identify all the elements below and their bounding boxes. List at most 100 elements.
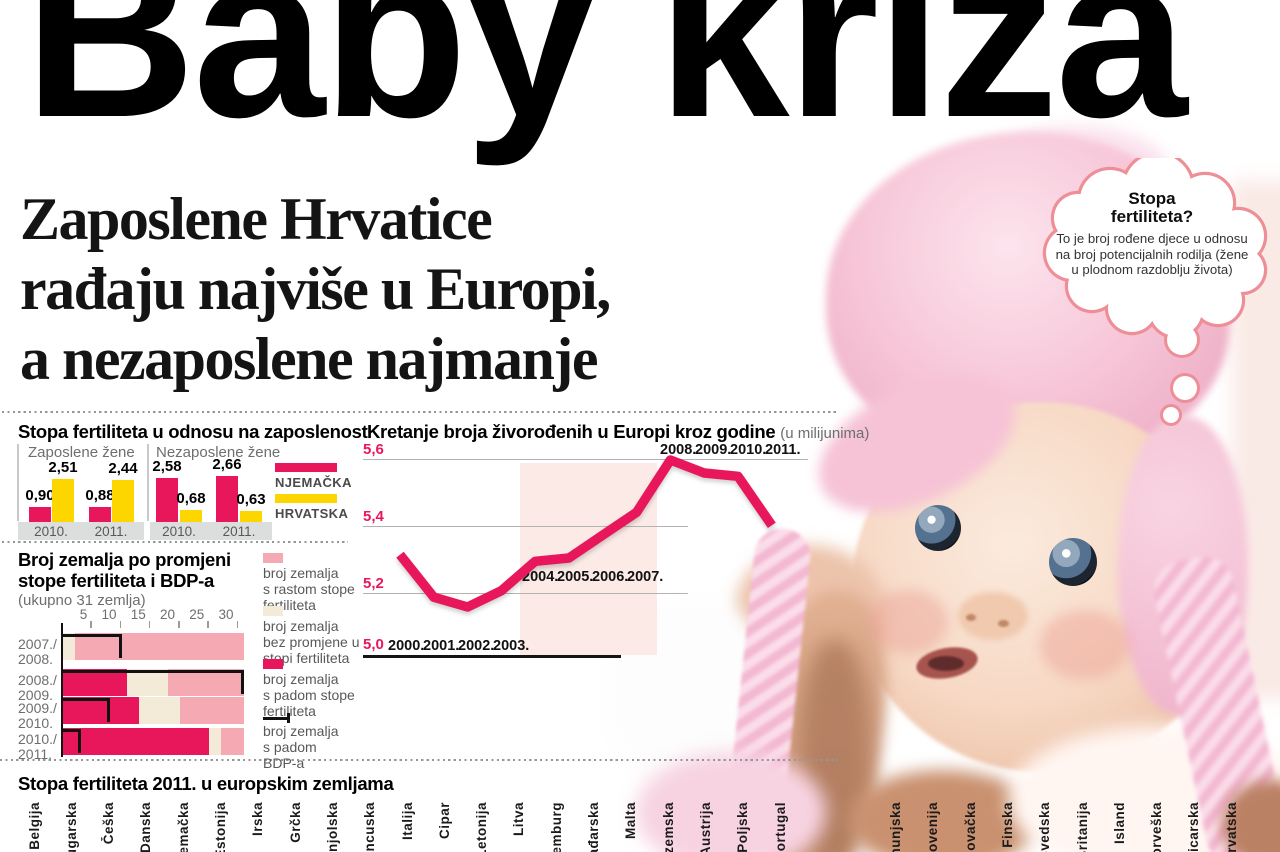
bar-value-label: 2,51: [48, 458, 78, 476]
group-divider: [17, 444, 19, 521]
bar-hrvatska: [240, 511, 262, 522]
row-label: 2009./2010.: [18, 701, 57, 731]
chart3-subtitle: (ukupno 31 zemlja): [18, 592, 146, 609]
legend-label-line: broj zemalja: [263, 671, 339, 687]
legend-label-line: broj zemalja: [263, 618, 339, 634]
bar-value-label: 0,90: [25, 486, 55, 504]
gdp-bracket-tick: [241, 670, 245, 694]
thought-bubble: [1042, 158, 1268, 426]
row-label-line: 2008.: [18, 651, 54, 667]
row-label: 2007./2008.: [18, 637, 57, 667]
country-label-italija: Italija: [399, 802, 415, 841]
group-divider: [147, 444, 149, 521]
legend-label-hrvatska: HRVATSKA: [275, 506, 349, 521]
hat-pompom-left: [636, 752, 826, 852]
bar-hrvatska: [112, 480, 134, 522]
chart2-unit-note: (u milijunima): [780, 425, 870, 442]
x-tick-label: 10: [101, 607, 117, 622]
y-tick-label: 5,0: [363, 636, 384, 653]
legend-label-line: s rastom stope: [263, 581, 355, 597]
year-label: 2000.: [388, 638, 425, 654]
gdp-bracket-tick: [106, 698, 110, 722]
dotted-separator: [0, 759, 838, 762]
x-tick-mark: [148, 621, 151, 628]
gdp-bracket-tick: [77, 729, 81, 753]
x-tick-mark: [90, 621, 92, 628]
baby-hand: [848, 770, 1038, 852]
baby-nostril: [998, 620, 1009, 627]
x-tick-label: 5: [79, 607, 88, 622]
x-tick-mark: [207, 621, 209, 628]
row-label: 2008./2009.: [18, 673, 57, 703]
bar-hrvatska: [180, 510, 202, 522]
legend-label-line: s padom stope: [263, 687, 355, 703]
country-label-cipar: Cipar: [436, 802, 452, 840]
segment-s_padom: [63, 697, 140, 724]
row-label-line: 2009.: [18, 687, 54, 703]
chart2-title: Kretanje broja živorođenih u Europi kroz…: [367, 421, 869, 443]
gridline-5-4: [363, 526, 688, 527]
country-label-norveka: Norveška: [1149, 802, 1165, 852]
baby-nostril: [966, 614, 976, 621]
bubble-title-line: fertiliteta?: [1110, 207, 1194, 226]
legend-swatch-bez_promjene: [263, 606, 283, 616]
segment-s_rastom: [180, 697, 245, 724]
subheadline-line: rađaju najviše u Europi,: [20, 256, 611, 322]
bar-value-label: 0,68: [176, 490, 206, 508]
chart1-title: Stopa fertiliteta u odnosu na zaposlenos…: [18, 421, 368, 442]
bar-value-label: 2,58: [152, 457, 182, 475]
year-label: 2009.: [695, 442, 732, 458]
country-label-bugarska: Bugarska: [63, 802, 79, 852]
bar-njemačka: [29, 506, 51, 522]
axis-strip: [18, 522, 144, 540]
baby-eye-left: [915, 505, 961, 551]
country-label-island: Island: [1111, 802, 1127, 845]
bar-njemačka: [156, 477, 178, 522]
bar-value-label: 0,63: [236, 491, 266, 509]
segment-bez_promjene: [63, 633, 75, 660]
row-label-line: 2007./: [18, 636, 57, 652]
bar-njemačka: [216, 476, 238, 522]
legend-swatch-hrvatska: [275, 494, 337, 503]
x-tick-mark: [119, 621, 121, 628]
legend-label-line: broj zemalja: [263, 723, 339, 739]
legend-label-line: fertiliteta: [263, 703, 316, 719]
segment-s_rastom: [220, 728, 245, 755]
segment-s_padom: [63, 669, 128, 696]
bar-value-label: 2,44: [108, 460, 138, 478]
segment-s_rastom: [168, 669, 245, 696]
country-label-hrvatska: Hrvatska: [1223, 802, 1239, 852]
baby-cheek: [1040, 610, 1130, 680]
bar-value-label: 2,66: [212, 456, 242, 474]
country-label-poljska: Poljska: [735, 802, 751, 852]
country-label-vbritanija: V. Britanija: [1074, 802, 1090, 852]
year-label: 2011.: [765, 442, 801, 458]
gdp-bracket-line: [63, 634, 122, 637]
chart4-title: Stopa fertiliteta 2011. u europskim zeml…: [18, 773, 394, 794]
year-label: 2003.: [493, 638, 530, 654]
gridline-5-6: [363, 459, 808, 460]
y-axis-line: [61, 623, 63, 757]
chart2-title-text: Kretanje broja živorođenih u Europi kroz…: [367, 421, 776, 442]
gdp-bracket-line: [63, 670, 245, 673]
subheadline-line: a nezaposlene najmanje: [20, 326, 598, 392]
row-label-line: 2010.: [18, 715, 54, 731]
bar-value-label: 0,88: [85, 486, 115, 504]
legend-label-njemacka: NJEMAČKA: [275, 475, 352, 490]
segment-bez_promjene: [139, 697, 180, 724]
country-label-grka: Grčka: [287, 802, 303, 843]
y-tick-label: 5,4: [363, 508, 384, 525]
x-tick-label: 30: [218, 607, 234, 622]
country-label-panjolska: Španjolska: [324, 802, 340, 852]
legend-label-line: broj zemalja: [263, 565, 339, 581]
country-label-rumunjska: Rumunjska: [888, 802, 903, 852]
y-tick-label: 5,2: [363, 575, 384, 592]
country-label-estonija: Estonija: [213, 802, 228, 852]
country-label-belgija: Belgija: [26, 802, 42, 850]
row-label-line: 2011.: [18, 746, 52, 762]
